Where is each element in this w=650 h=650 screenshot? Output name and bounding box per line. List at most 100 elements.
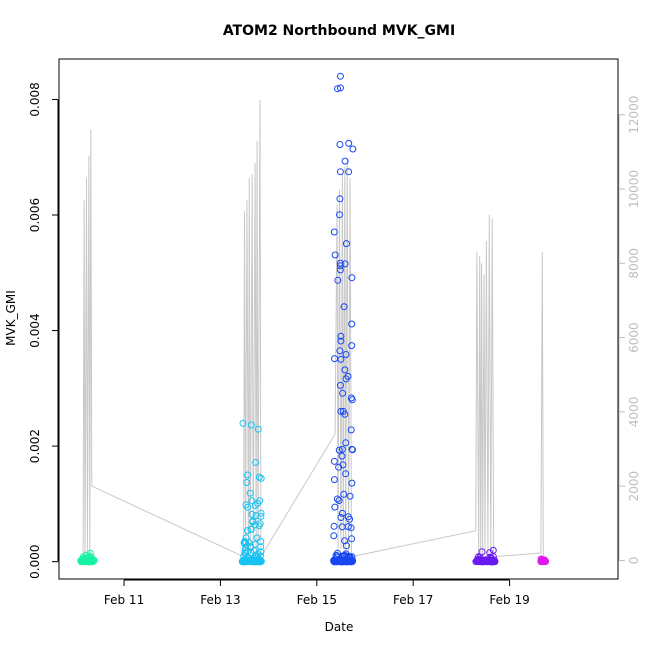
data-point (248, 497, 256, 505)
data-point (335, 463, 343, 471)
data-point (486, 549, 494, 557)
x-tick-label: Feb 11 (104, 593, 144, 607)
data-point (341, 537, 349, 545)
data-point (342, 351, 350, 358)
data-point (472, 558, 480, 566)
data-point (485, 556, 493, 564)
data-point (344, 513, 352, 521)
data-point (248, 510, 256, 518)
y2-tick-label: 0 (627, 557, 641, 565)
data-point (338, 509, 346, 517)
data-point (336, 168, 344, 176)
x-tick-label: Feb 17 (393, 593, 433, 607)
data-point (345, 139, 353, 147)
y-tick-label: 0.000 (28, 544, 42, 578)
x-tick-label: Feb 13 (200, 593, 240, 607)
data-point (257, 474, 265, 482)
data-point (481, 557, 489, 565)
data-point (247, 525, 255, 533)
data-point (246, 489, 254, 497)
data-point (252, 512, 260, 520)
data-point (330, 532, 338, 540)
data-point (339, 389, 347, 397)
data-point (330, 522, 338, 530)
data-point (333, 495, 341, 503)
data-point (348, 274, 356, 282)
data-point (336, 211, 343, 219)
y2-tick-label: 12000 (627, 96, 641, 134)
data-point (257, 512, 265, 520)
data-point (341, 366, 349, 374)
data-point (489, 553, 497, 561)
data-point (344, 558, 352, 566)
data-point (348, 479, 356, 487)
data-point (331, 355, 339, 363)
data-point (251, 521, 259, 529)
data-points-layer (77, 72, 549, 566)
data-point (256, 497, 264, 505)
data-point (340, 303, 348, 311)
data-point (337, 337, 345, 345)
data-point (81, 555, 89, 563)
data-point (252, 459, 260, 466)
y2-tick-label: 8000 (627, 248, 641, 279)
x-tick-label: Feb 15 (297, 593, 337, 607)
data-point (251, 502, 259, 509)
data-point (331, 251, 339, 259)
data-point (339, 557, 347, 565)
data-point (336, 141, 344, 148)
data-point (241, 546, 249, 554)
data-point (342, 240, 350, 248)
data-point (85, 556, 93, 564)
data-point (242, 549, 250, 557)
chart-title: ATOM2 Northbound MVK_GMI (223, 23, 455, 39)
data-point (349, 145, 357, 153)
y-tick-label: 0.004 (28, 313, 42, 347)
data-point (251, 540, 259, 548)
x-tick-label: Feb 19 (489, 593, 529, 607)
data-point (242, 538, 249, 546)
data-point (334, 276, 342, 284)
data-point (342, 439, 350, 447)
data-point (257, 538, 265, 545)
data-point (337, 514, 345, 521)
x-axis-label: Date (325, 620, 354, 634)
data-point (338, 452, 346, 460)
data-point (243, 479, 251, 486)
y2-tick-label: 2000 (627, 471, 641, 502)
data-point (253, 534, 261, 542)
y2-tick-label: 4000 (627, 397, 641, 428)
y-tick-label: 0.002 (28, 429, 42, 463)
data-point (239, 558, 247, 566)
data-point (257, 548, 265, 556)
data-point (340, 490, 348, 498)
data-point (343, 542, 350, 550)
data-point (541, 558, 549, 565)
data-point (242, 501, 250, 509)
data-point (255, 473, 263, 481)
data-point (478, 548, 486, 556)
data-point (336, 84, 344, 92)
data-point (348, 535, 356, 543)
y2-tick-label: 10000 (627, 170, 641, 208)
data-point (336, 262, 344, 270)
data-point (336, 195, 344, 203)
axes-layer: Feb 11 Feb 13 Feb 15 Feb 17 Feb 19 0.000 0.002… (28, 82, 641, 607)
data-point (336, 259, 344, 267)
data-point (330, 228, 338, 236)
data-point (338, 523, 346, 531)
data-point (348, 342, 356, 350)
data-point (336, 381, 344, 389)
y-tick-label: 0.006 (28, 198, 42, 232)
data-point (341, 410, 349, 418)
data-point (335, 497, 343, 504)
data-point (241, 538, 249, 545)
data-point (242, 558, 250, 566)
data-point (335, 446, 343, 454)
plot-frame (58, 58, 619, 580)
y-axis-label: MVK_GMI (4, 290, 18, 346)
data-point (341, 260, 349, 268)
data-point (337, 355, 345, 363)
data-point (334, 549, 341, 557)
